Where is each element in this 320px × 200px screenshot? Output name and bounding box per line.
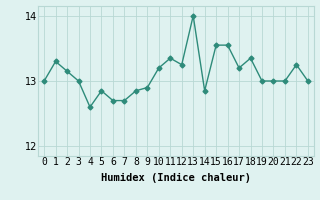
X-axis label: Humidex (Indice chaleur): Humidex (Indice chaleur) — [101, 173, 251, 183]
